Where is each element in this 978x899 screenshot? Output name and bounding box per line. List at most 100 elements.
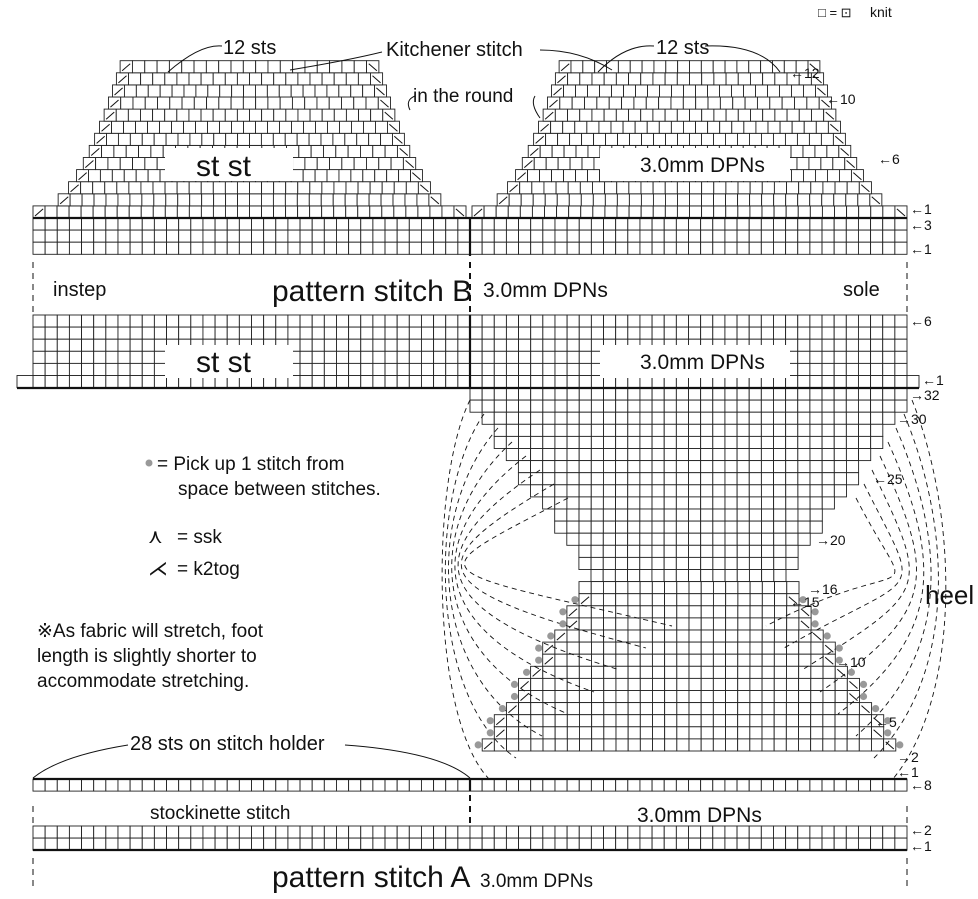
- stitch-cell: [273, 72, 287, 86]
- stitch-cell: [675, 314, 689, 328]
- stitch-cell: [530, 314, 544, 328]
- stitch-cell: [724, 508, 738, 522]
- stitch-cell: [93, 193, 107, 207]
- stitch-cell: [774, 72, 788, 86]
- stitch-cell: [810, 653, 824, 667]
- stitch-cell: [845, 448, 860, 462]
- stitch-cell: [803, 120, 817, 134]
- stitch-cell: [290, 84, 304, 98]
- stitch-cell: [275, 825, 289, 839]
- stitch-cell: [627, 387, 641, 401]
- stitch-cell: [635, 84, 648, 98]
- stitch-cell: [834, 181, 848, 195]
- stitch-cell: [663, 508, 677, 522]
- label-dpn-bottom: 3.0mm DPNs: [637, 804, 762, 827]
- stitch-cell: [518, 435, 532, 449]
- stitch-cell: [518, 314, 532, 328]
- stitch-cell: [761, 690, 775, 704]
- stitch-cell: [737, 205, 751, 219]
- k2tog-mark: [34, 208, 44, 217]
- stitch-cell: [688, 726, 702, 740]
- stitch-cell: [345, 108, 359, 122]
- stitch-cell: [178, 825, 192, 839]
- stitch-cell: [404, 193, 418, 207]
- stitch-cell: [810, 665, 824, 679]
- stitch-cell: [603, 641, 617, 655]
- stitch-cell: [834, 738, 848, 752]
- stitch-cell: [712, 532, 726, 546]
- stitch-cell: [164, 108, 178, 122]
- stitch-cell: [81, 217, 95, 231]
- stitch-cell: [689, 205, 703, 219]
- stitch-cell: [554, 837, 568, 851]
- stitch-cell: [396, 778, 410, 792]
- stitch-cell: [372, 217, 386, 231]
- stitch-cell: [554, 520, 568, 534]
- stitch-cell: [117, 326, 131, 340]
- stitch-cell: [713, 181, 727, 195]
- stitch-cell: [150, 144, 164, 158]
- stitch-cell: [566, 629, 580, 643]
- stitch-cell: [542, 241, 556, 255]
- stitch-cell: [724, 484, 738, 498]
- stitch-cell: [578, 375, 592, 389]
- stitch-cell: [117, 338, 131, 352]
- stitch-cell: [663, 460, 677, 474]
- stitch-cell: [226, 229, 240, 243]
- stitch-cell: [176, 181, 190, 195]
- stitch-cell: [663, 520, 677, 534]
- stitch-cell: [128, 205, 142, 219]
- stitch-cell: [178, 229, 192, 243]
- stitch-cell: [785, 193, 799, 207]
- stitch-cell: [712, 314, 726, 328]
- stitch-cell: [882, 411, 896, 425]
- stitch-cell: [712, 726, 726, 740]
- stitch-cell: [700, 423, 714, 437]
- stitch-cell: [238, 326, 252, 340]
- stitch-cell: [700, 641, 714, 655]
- stitch-cell: [736, 435, 750, 449]
- stitch-cell: [291, 120, 304, 134]
- stitch-cell: [700, 581, 714, 595]
- stitch-cell: [201, 193, 215, 207]
- stitch-cell: [749, 726, 763, 740]
- ssk-mark: [849, 681, 858, 689]
- stitch-cell: [695, 96, 709, 110]
- stitch-cell: [651, 605, 666, 619]
- stitch-cell: [457, 778, 471, 792]
- stitch-cell: [615, 229, 629, 243]
- stitch-cell: [785, 837, 799, 851]
- stitch-cell: [311, 326, 325, 340]
- stitch-cell: [299, 778, 313, 792]
- stitch-cell: [105, 326, 119, 340]
- stitch-cell: [615, 72, 630, 86]
- stitch-cell: [724, 241, 738, 255]
- stitch-cell: [627, 629, 641, 643]
- stitch-cell: [481, 338, 495, 352]
- stitch-cell: [542, 435, 556, 449]
- label-dpn-lower: 3.0mm DPNs: [640, 351, 765, 374]
- stitch-cell: [347, 144, 361, 158]
- stitch-cell: [664, 181, 678, 195]
- stitch-cell: [659, 84, 672, 98]
- stitch-cell: [725, 690, 739, 704]
- stitch-cell: [756, 96, 771, 110]
- heel-pickup-curves: [32, 262, 947, 890]
- stitch-cell: [592, 181, 606, 195]
- ssk-mark: [809, 63, 819, 72]
- stitch-cell: [129, 314, 143, 328]
- stitch-cell: [590, 448, 604, 462]
- stitch-cell: [663, 241, 677, 255]
- stitch-cell: [212, 108, 226, 122]
- stitch-cell: [725, 593, 739, 607]
- stitch-cell: [224, 108, 238, 122]
- stitch-cell: [457, 241, 471, 255]
- stitch-cell: [505, 399, 520, 413]
- stitch-cell: [675, 496, 689, 510]
- stitch-cell: [870, 217, 884, 231]
- stitch-cell: [279, 96, 293, 110]
- stitch-cell: [802, 144, 816, 158]
- stitch-cell: [231, 120, 244, 134]
- ssk-mark: [430, 196, 440, 205]
- stitch-cell: [724, 387, 738, 401]
